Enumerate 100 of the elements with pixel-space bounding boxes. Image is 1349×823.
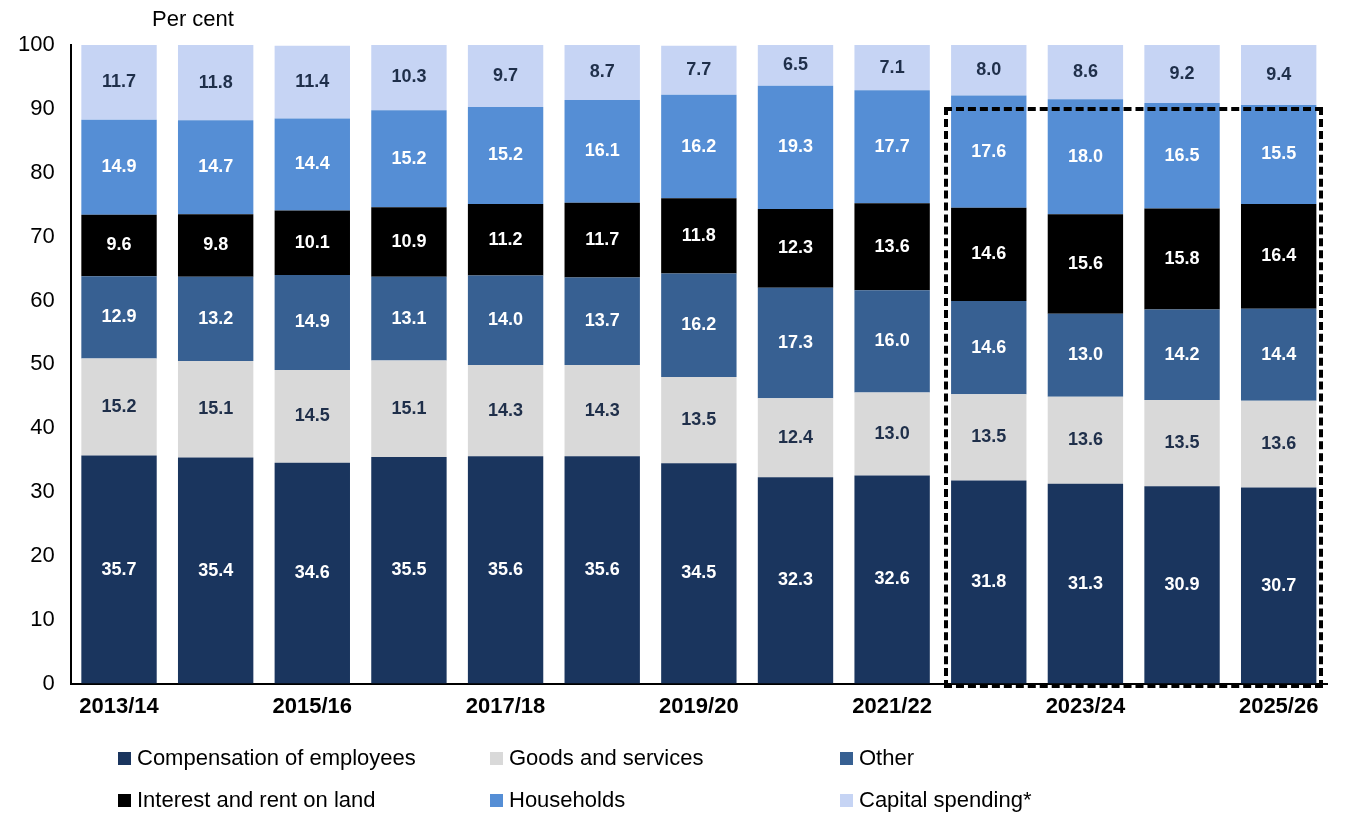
bar: [564, 99, 640, 203]
data-label: 14.6: [971, 243, 1007, 264]
data-label: 35.5: [391, 559, 427, 580]
y-tick-label: 70: [30, 222, 55, 248]
data-label: 13.5: [1164, 432, 1200, 453]
y-tick-label: 80: [30, 158, 55, 184]
bar: [274, 370, 350, 463]
bar: [274, 462, 350, 684]
data-label: 16.2: [681, 135, 717, 156]
bar: [1047, 99, 1124, 215]
bar: [564, 45, 640, 100]
data-label: 16.5: [1164, 144, 1200, 165]
bar: [1144, 103, 1220, 209]
bar: [81, 358, 157, 456]
data-label: 9.4: [1266, 63, 1292, 84]
bar: [757, 287, 834, 399]
legend-label: Households: [509, 787, 626, 813]
data-label: 12.3: [777, 237, 814, 258]
bar: [951, 207, 1027, 302]
bar: [661, 198, 737, 274]
x-tick-label: 2021/22: [852, 692, 932, 718]
bar: [1144, 309, 1220, 401]
data-label: 34.5: [681, 562, 717, 583]
bar: [757, 45, 834, 86]
bar: [81, 119, 157, 215]
x-tick-label: 2013/14: [79, 692, 160, 718]
bar: [81, 455, 157, 684]
data-label: 31.3: [1067, 572, 1103, 593]
data-label: 11.2: [488, 228, 523, 249]
data-label: 14.3: [584, 399, 620, 420]
bar: [177, 214, 254, 277]
data-label: 14.4: [1261, 343, 1297, 364]
bar: [564, 277, 640, 365]
data-label: 14.0: [488, 309, 524, 330]
data-label: 11.7: [585, 229, 620, 250]
data-label: 9.8: [203, 234, 229, 255]
data-label: 13.0: [1067, 344, 1103, 365]
bar: [661, 463, 737, 684]
data-label: 7.1: [879, 56, 905, 77]
bar: [1047, 396, 1124, 484]
data-label: 16.2: [681, 314, 717, 335]
bar: [854, 392, 930, 476]
bar: [951, 45, 1027, 96]
y-tick-label: 30: [30, 478, 55, 504]
bar: [1240, 487, 1317, 684]
bar: [854, 90, 930, 204]
data-label: 13.6: [1067, 429, 1103, 450]
legend-label: Capital spending*: [859, 787, 1032, 813]
bar: [1047, 483, 1124, 684]
bar: [854, 475, 930, 684]
x-tick-label: 2019/20: [659, 692, 739, 718]
data-label: 16.1: [584, 140, 620, 161]
bar: [274, 45, 350, 119]
bar: [661, 377, 737, 464]
data-label: 15.5: [1261, 143, 1297, 164]
data-label: 8.6: [1072, 60, 1098, 81]
data-label: 11.8: [198, 71, 233, 92]
data-label: 13.2: [198, 307, 234, 328]
data-label: 14.2: [1164, 343, 1200, 364]
data-label: 13.5: [681, 409, 717, 430]
bar: [177, 45, 254, 121]
legend-label: Interest and rent on land: [137, 787, 376, 813]
data-label: 14.9: [101, 156, 137, 177]
bar: [1240, 400, 1317, 488]
data-label: 14.6: [971, 336, 1007, 357]
bar: [1047, 313, 1124, 397]
bar: [661, 45, 737, 95]
bar: [371, 456, 447, 684]
x-tick-label: 2025/26: [1238, 692, 1319, 718]
data-label: 19.3: [777, 136, 814, 157]
bar: [177, 457, 254, 684]
bar: [951, 301, 1027, 395]
bar: [467, 275, 544, 365]
y-tick-label: 0: [42, 669, 55, 695]
y-tick-label: 40: [30, 414, 55, 440]
data-label: 32.3: [777, 569, 814, 590]
bar: [274, 118, 350, 211]
bar: [177, 120, 254, 215]
data-label: 17.7: [874, 135, 910, 156]
y-tick-label: 10: [30, 605, 55, 631]
data-label: 15.8: [1164, 247, 1200, 268]
bar: [371, 207, 447, 277]
data-label: 7.7: [686, 59, 712, 80]
bar: [274, 210, 350, 275]
bar: [177, 361, 254, 458]
bar: [1144, 486, 1220, 684]
x-tick-label: 2015/16: [272, 692, 353, 718]
bar: [1144, 45, 1220, 104]
bar: [951, 480, 1027, 684]
data-label: 13.0: [874, 422, 910, 443]
data-label: 15.6: [1067, 253, 1103, 274]
data-label: 30.9: [1164, 573, 1200, 594]
data-label: 31.8: [971, 571, 1007, 592]
bar: [81, 45, 157, 120]
data-label: 11.8: [681, 224, 716, 245]
data-label: 13.6: [1261, 433, 1297, 454]
data-label: 13.1: [391, 307, 427, 328]
data-label: 11.4: [295, 71, 330, 92]
legend-label: Other: [859, 745, 915, 771]
data-label: 15.1: [391, 397, 427, 418]
